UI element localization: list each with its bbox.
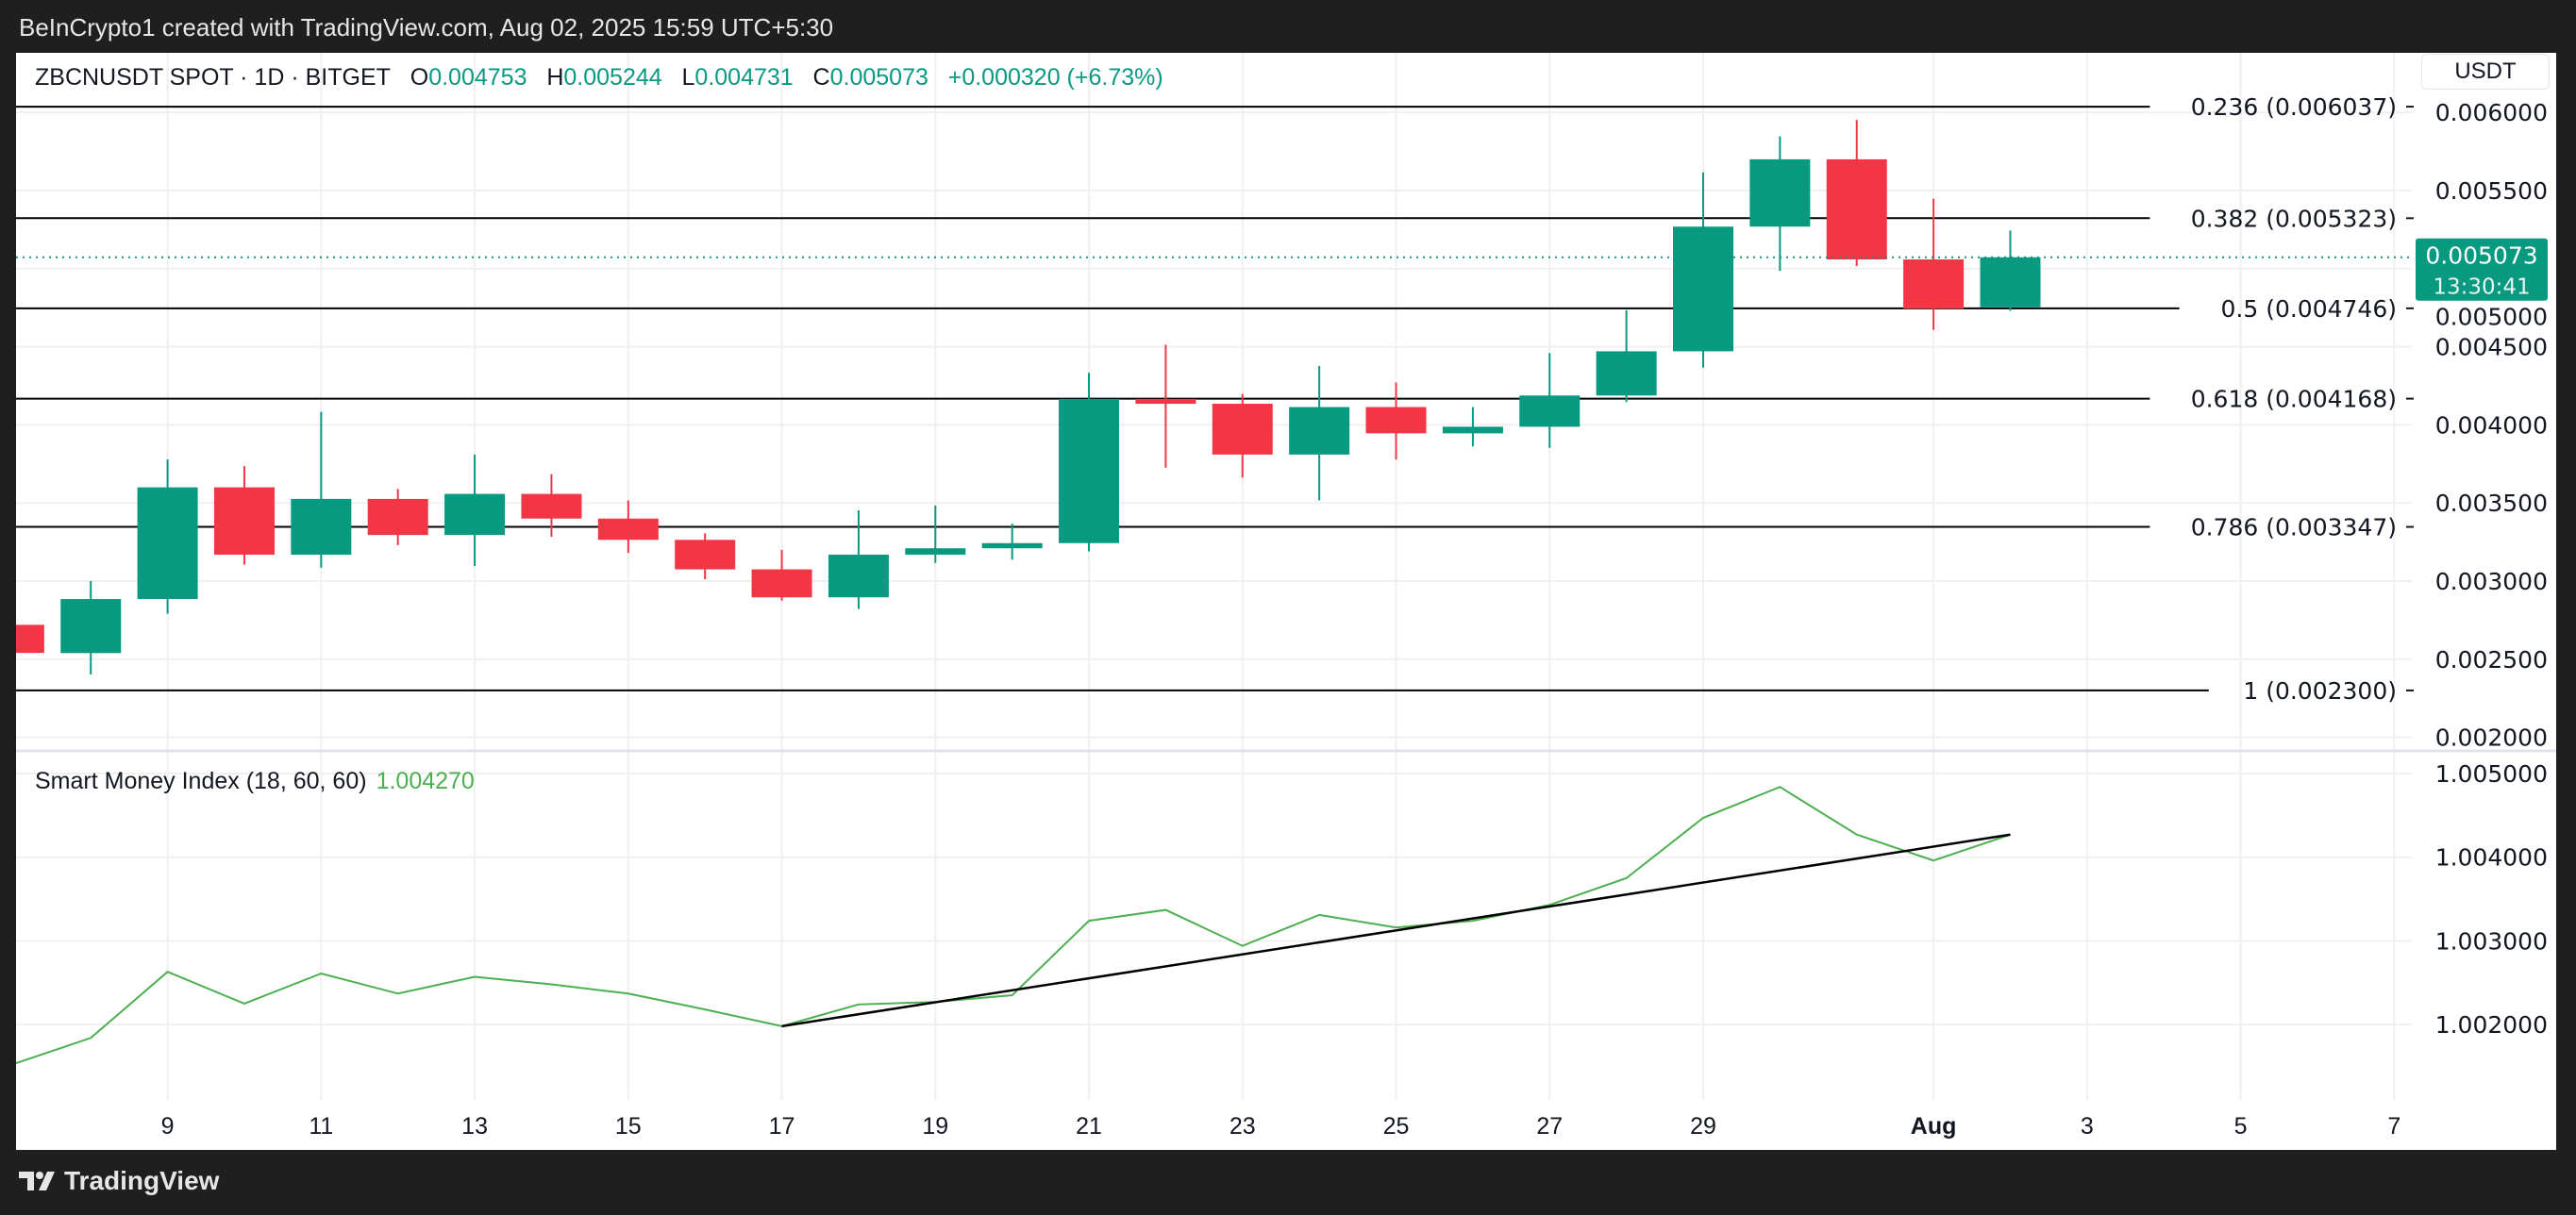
price-tick-label: 0.004500 (2435, 334, 2548, 361)
low-label: L (681, 64, 695, 91)
smi-value: 1.004270 (376, 768, 475, 794)
fib-level-label: 0.382 (0.005323) (2191, 205, 2397, 232)
candle-body (1980, 257, 2041, 308)
x-tick-label: 23 (1229, 1113, 1256, 1140)
candle-body (137, 487, 198, 600)
tradingview-logo-icon (19, 1172, 55, 1190)
candle-body (1289, 407, 1350, 455)
candle-body (213, 487, 275, 556)
x-tick-label: 19 (922, 1113, 948, 1140)
x-tick-label: Aug (1911, 1113, 1957, 1140)
x-tick-label: 7 (2387, 1113, 2400, 1140)
candle-body (1826, 158, 1887, 260)
candle-body (1749, 158, 1811, 227)
price-tick-label: 0.003500 (2435, 490, 2548, 517)
price-tick-label: 0.004000 (2435, 411, 2548, 439)
close-value: 0.005073 (829, 64, 928, 91)
candle-body (60, 599, 122, 654)
fib-level-label: 1 (0.002300) (2243, 677, 2397, 705)
x-tick-label: 27 (1536, 1113, 1563, 1140)
x-tick-label: 5 (2234, 1113, 2248, 1140)
chart-svg[interactable]: 9 11 13 15 17 19 21 23 25 27 29 Aug 3 5 7 0.006000 0.005… (16, 53, 2556, 1150)
candle-body (981, 542, 1043, 549)
top-bar: BeInCrypto1 created with TradingView.com… (0, 0, 2576, 53)
fib-level-label: 0.786 (0.003347) (2191, 514, 2397, 541)
chart-area[interactable]: 9 11 13 15 17 19 21 23 25 27 29 Aug 3 5 7 0.006000 0.005… (16, 53, 2556, 1150)
x-tick-label: 13 (461, 1113, 488, 1140)
candle-body (1212, 404, 1273, 455)
credit-text: BeInCrypto1 created with TradingView.com… (19, 13, 834, 42)
countdown-label: 13:30:41 (2433, 275, 2530, 300)
price-tick-label: 0.002500 (2435, 646, 2548, 674)
last-price-label: 0.005073 (2425, 242, 2537, 270)
symbol-info: ZBCNUSDT SPOT · 1D · BITGET (35, 64, 391, 91)
candle-body (1442, 426, 1503, 434)
candle-body (1596, 351, 1657, 396)
x-tick-label: 29 (1690, 1113, 1716, 1140)
candle-body (751, 569, 812, 598)
tradingview-footer: TradingView (19, 1166, 219, 1196)
symbol-header: ZBCNUSDT SPOT · 1D · BITGET O0.004753 H0… (35, 64, 1163, 92)
candle-body (597, 518, 659, 541)
price-tick-label: 0.002000 (2435, 724, 2548, 752)
currency-button[interactable]: USDT (2421, 54, 2550, 90)
low-value: 0.004731 (694, 64, 794, 91)
smi-tick-label: 1.003000 (2435, 927, 2548, 955)
candle-body (1903, 259, 1965, 309)
candle-body (367, 498, 428, 536)
smi-line (16, 786, 2011, 1065)
smi-tick-label: 1.005000 (2435, 760, 2548, 788)
candle-body (675, 540, 736, 570)
high-value: 0.005244 (563, 64, 662, 91)
candle-body (905, 548, 966, 556)
candle-body (1673, 226, 1733, 352)
close-label: C (812, 64, 830, 91)
x-tick-label: 17 (769, 1113, 795, 1140)
x-tick-label: 3 (2081, 1113, 2094, 1140)
fib-level-label: 0.236 (0.006037) (2191, 93, 2397, 121)
candle-body (521, 493, 582, 519)
smi-trendline (781, 833, 2011, 1028)
x-tick-label: 11 (309, 1113, 333, 1140)
last-price-badge (2416, 238, 2548, 301)
candle-body (1135, 398, 1196, 405)
open-label: O (410, 64, 429, 91)
candle-body (16, 624, 44, 654)
candle-body (444, 493, 506, 536)
high-label: H (546, 64, 564, 91)
candle-body (291, 498, 352, 556)
smi-tick-label: 1.004000 (2435, 844, 2548, 872)
fib-level-label: 0.618 (0.004168) (2191, 386, 2397, 413)
footer-brand: TradingView (64, 1166, 220, 1195)
price-tick-label: 0.005500 (2435, 177, 2548, 205)
smi-tick-label: 1.002000 (2435, 1011, 2548, 1039)
price-tick-label: 0.006000 (2435, 99, 2548, 126)
candle-body (828, 555, 889, 598)
open-value: 0.004753 (428, 64, 527, 91)
price-tick-label: 0.003000 (2435, 568, 2548, 595)
candle-body (1365, 407, 1427, 434)
smi-legend: Smart Money Index (18, 60, 60) 1.004270 (35, 768, 475, 795)
candle-body (1059, 398, 1120, 543)
x-tick-label: 9 (161, 1113, 175, 1140)
x-tick-label: 21 (1076, 1113, 1102, 1140)
x-tick-label: 25 (1383, 1113, 1410, 1140)
candle-body (1519, 395, 1581, 427)
x-tick-label: 15 (615, 1113, 642, 1140)
fib-level-label: 0.5 (0.004746) (2221, 295, 2398, 323)
smi-title: Smart Money Index (18, 60, 60) (35, 768, 367, 794)
change-value: +0.000320 (+6.73%) (947, 64, 1163, 91)
price-tick-label: 0.005000 (2435, 304, 2548, 331)
